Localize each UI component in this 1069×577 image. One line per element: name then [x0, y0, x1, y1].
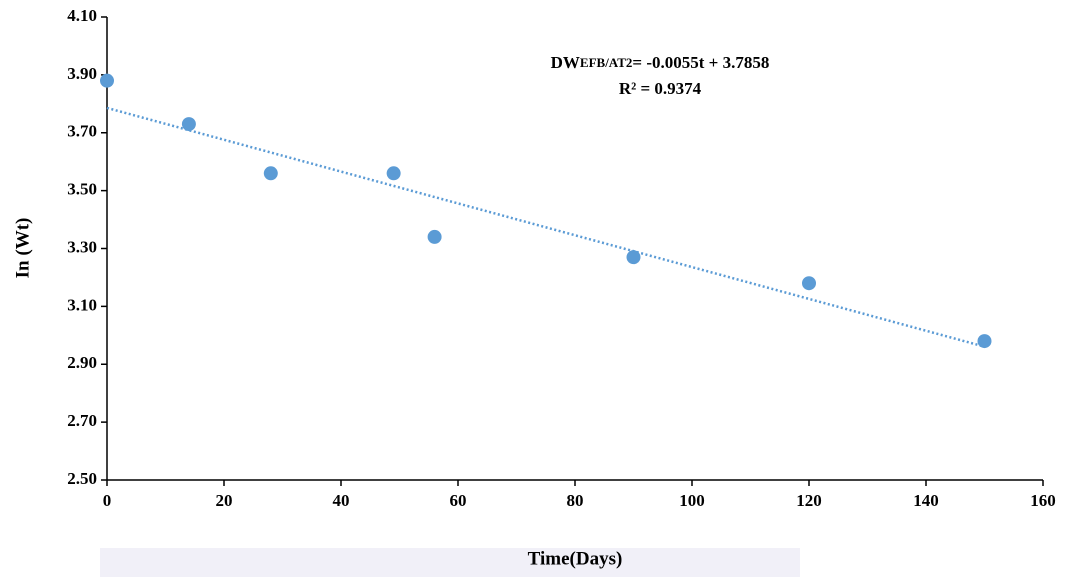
r-squared: R² = 0.9374 — [619, 79, 702, 98]
x-tick-label: 160 — [1030, 491, 1056, 510]
data-point — [181, 117, 196, 132]
y-tick-label: 3.90 — [67, 64, 97, 83]
data-point — [977, 334, 992, 349]
data-point — [386, 166, 401, 181]
y-tick-label: 3.10 — [67, 295, 97, 314]
trend-equation: DWEFB/AT2= -0.0055t + 3.7858 — [551, 53, 770, 72]
data-point — [626, 250, 641, 265]
y-tick-label: 2.70 — [67, 411, 97, 430]
x-tick-label: 60 — [450, 491, 467, 510]
y-axis-label: In (Wt) — [12, 218, 33, 279]
trendline — [106, 106, 985, 348]
y-tick-label: 3.50 — [67, 180, 97, 199]
x-axis-label: Time(Days) — [528, 548, 623, 569]
data-point — [100, 73, 114, 88]
x-tick-label: 100 — [679, 491, 705, 510]
data-point — [427, 229, 442, 244]
data-point — [802, 276, 816, 291]
x-tick-label: 80 — [567, 491, 584, 510]
y-tick-label: 4.10 — [67, 6, 97, 25]
x-tick-label: 40 — [333, 491, 350, 510]
eq-sub: EFB/AT2 — [580, 55, 633, 70]
data-point — [263, 166, 278, 181]
x-tick-label: 120 — [796, 491, 822, 510]
y-tick-label: 2.90 — [67, 353, 97, 372]
eq-lead: DW — [551, 53, 580, 72]
y-tick-label: 3.70 — [67, 122, 97, 141]
y-tick-label: 2.50 — [67, 469, 97, 488]
x-tick-label: 140 — [913, 491, 939, 510]
eq-rest: = -0.0055t + 3.7858 — [632, 53, 769, 72]
x-tick-label: 20 — [216, 491, 233, 510]
x-tick-label: 0 — [103, 491, 112, 510]
watermark-band — [100, 548, 800, 577]
y-tick-label: 3.30 — [67, 237, 97, 256]
